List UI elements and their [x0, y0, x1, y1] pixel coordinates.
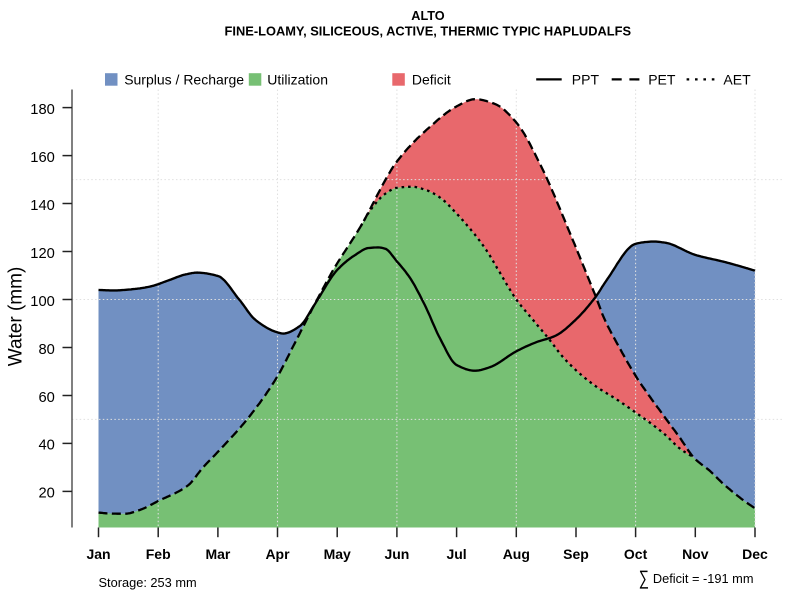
svg-text:180: 180 [30, 102, 55, 118]
svg-text:Deficit: Deficit [412, 72, 451, 88]
svg-text:100: 100 [30, 294, 55, 310]
svg-text:Utilization: Utilization [267, 72, 328, 88]
svg-text:40: 40 [38, 438, 54, 454]
svg-text:PPT: PPT [572, 72, 600, 88]
svg-text:Oct: Oct [624, 546, 648, 562]
svg-text:FINE-LOAMY, SILICEOUS, ACTIVE,: FINE-LOAMY, SILICEOUS, ACTIVE, THERMIC T… [225, 24, 632, 39]
svg-text:Dec: Dec [742, 546, 768, 562]
svg-text:Storage: 253 mm: Storage: 253 mm [99, 575, 197, 590]
svg-text:Jul: Jul [446, 546, 466, 562]
svg-text:Jun: Jun [384, 546, 409, 562]
svg-text:∑: ∑ [639, 568, 649, 590]
svg-text:AET: AET [723, 72, 751, 88]
svg-text:Sep: Sep [563, 546, 589, 562]
svg-text:Nov: Nov [682, 546, 709, 562]
svg-text:140: 140 [30, 198, 55, 214]
svg-text:Apr: Apr [265, 546, 290, 562]
svg-text:160: 160 [30, 150, 55, 166]
svg-text:20: 20 [38, 486, 54, 502]
svg-text:Aug: Aug [503, 546, 530, 562]
svg-text:Deficit = -191 mm: Deficit = -191 mm [653, 571, 754, 586]
svg-text:Mar: Mar [205, 546, 230, 562]
svg-text:ALTO: ALTO [411, 8, 444, 23]
svg-text:PET: PET [648, 72, 676, 88]
svg-text:Feb: Feb [146, 546, 171, 562]
svg-text:120: 120 [30, 246, 55, 262]
svg-text:80: 80 [38, 342, 54, 358]
svg-text:Jan: Jan [86, 546, 110, 562]
svg-text:May: May [324, 546, 351, 562]
svg-text:Water (mm): Water (mm) [6, 267, 27, 367]
svg-text:Surplus / Recharge: Surplus / Recharge [124, 72, 244, 88]
svg-text:60: 60 [38, 390, 54, 406]
